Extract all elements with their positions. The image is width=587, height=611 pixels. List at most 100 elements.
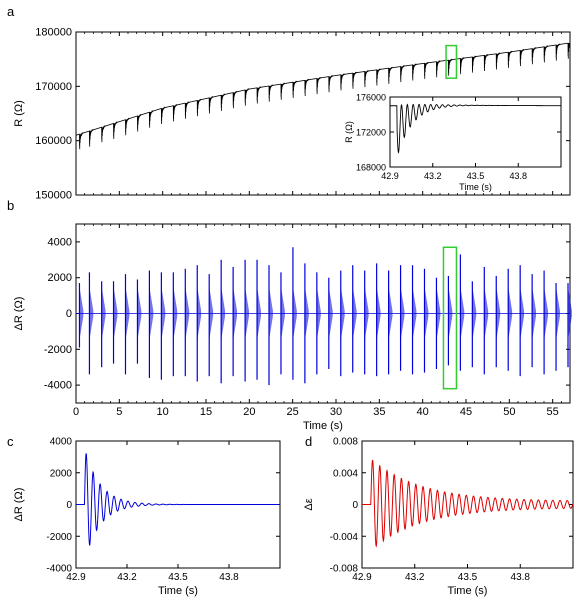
y-tick-label: 0 — [66, 500, 72, 511]
pulse-ringing — [173, 286, 178, 341]
pulse-ringing — [436, 286, 441, 341]
y-tick-label: 150000 — [35, 190, 72, 202]
pulse-ringing — [364, 286, 369, 341]
y-tick-label: 0 — [66, 308, 72, 320]
pulse-ringing — [185, 286, 190, 341]
inset-series-line — [390, 103, 561, 154]
pulse-ringing — [137, 286, 142, 341]
pulse-ringing — [161, 286, 166, 341]
pulse-ringing — [328, 286, 333, 341]
pulse-ringing — [424, 286, 429, 341]
y-tick-label: -0.008 — [330, 564, 359, 575]
panel-b: -4000 -2000 0 2000 4000 0 5 10 15 20 25 30 35 40 45 50 5… — [7, 198, 572, 432]
pulse-ringing — [221, 286, 226, 341]
plot-frame — [361, 440, 574, 569]
y-tick-label: -0.004 — [330, 532, 359, 543]
pulse-ringing — [209, 286, 214, 341]
y-tick-label: 160000 — [35, 135, 72, 147]
x-tick-label: 45 — [460, 406, 472, 418]
pulse-ringing — [197, 286, 202, 341]
pulse-ringing — [269, 286, 273, 341]
panel-a-letter: a — [7, 4, 15, 19]
pulse-ringing — [304, 286, 309, 341]
y-tick-label: -4000 — [46, 564, 72, 575]
highlight-box — [442, 246, 458, 390]
inset-ylabel: R (Ω) — [344, 121, 354, 143]
highlight-box — [445, 44, 458, 79]
panel-b-letter: b — [7, 198, 14, 213]
pulse-ringing — [556, 286, 560, 341]
panel-c: -4000 -2000 0 2000 4000 42.9 43.2 43.5 43.8 c ΔR (… — [7, 434, 281, 597]
pulse-ringing — [113, 286, 118, 341]
panel-d-xlabel: Time (s) — [448, 585, 488, 597]
x-tick-label: 20 — [243, 406, 255, 418]
series-line — [75, 42, 571, 150]
x-tick-label: 43.2 — [424, 171, 442, 181]
pulse-ringing — [257, 286, 261, 341]
x-tick-label: 42.9 — [381, 171, 399, 181]
pulse-ringing — [520, 286, 525, 341]
pulse-ringing — [89, 286, 94, 341]
x-tick-label: 43.8 — [511, 572, 531, 583]
y-tick-label: 0.004 — [333, 468, 358, 479]
pulse-ringing — [376, 286, 381, 341]
pulse-ringing — [125, 286, 130, 341]
x-tick-label: 43.8 — [219, 572, 239, 583]
y-tick-label: 2000 — [50, 468, 73, 479]
x-tick-label: 42.9 — [66, 572, 86, 583]
x-tick-label: 43.8 — [509, 171, 527, 181]
series-line — [362, 459, 574, 548]
x-tick-label: 0 — [73, 406, 79, 418]
y-tick-label: 2000 — [48, 272, 72, 284]
y-tick-label: 180000 — [35, 27, 72, 39]
x-tick-label: 43.2 — [405, 572, 425, 583]
y-tick-label: 168000 — [356, 163, 386, 173]
x-tick-label: 43.5 — [458, 572, 478, 583]
x-tick-label: 43.5 — [467, 171, 485, 181]
panel-c-ylabel: ΔR (Ω) — [13, 488, 25, 522]
panel-d: -0.008 -0.004 0 0.004 0.008 42.9 43.2 43.5 43.8 d… — [303, 434, 574, 597]
pulse-ringing — [472, 286, 477, 341]
panel-c-xlabel: Time (s) — [158, 585, 198, 597]
x-tick-label: 35 — [373, 406, 385, 418]
y-tick-label: 172000 — [356, 128, 386, 138]
panel-c-letter: c — [7, 434, 14, 449]
y-tick-label: 4000 — [48, 236, 72, 248]
x-tick-label: 5 — [116, 406, 122, 418]
pulse-ringing — [496, 286, 501, 341]
pulse-ringing — [79, 286, 84, 341]
y-tick-label: 0 — [352, 500, 358, 511]
y-tick-label: -4000 — [44, 380, 72, 392]
pulse-ringing — [292, 286, 297, 341]
panel-b-ylabel: ΔR (Ω) — [13, 297, 25, 331]
pulse-ringing — [245, 286, 249, 341]
x-tick-label: 40 — [417, 406, 429, 418]
y-tick-label: 4000 — [50, 437, 73, 448]
pulse-ringing — [352, 286, 357, 341]
panel-a-ylabel: R (Ω) — [13, 100, 25, 127]
x-tick-label: 55 — [547, 406, 559, 418]
inset-background — [390, 97, 561, 167]
x-tick-label: 25 — [287, 406, 299, 418]
x-tick-label: 50 — [503, 406, 515, 418]
pulse-ringing — [544, 286, 548, 341]
pulse-ringing — [280, 286, 285, 341]
pulse-ringing — [233, 286, 238, 341]
plot-frame — [75, 31, 571, 196]
x-tick-label: 10 — [157, 406, 169, 418]
x-tick-label: 42.9 — [352, 572, 372, 583]
pulse-ringing — [412, 286, 417, 341]
x-tick-label: 15 — [200, 406, 212, 418]
x-tick-label: 43.5 — [168, 572, 188, 583]
pulse-ringing — [149, 286, 154, 341]
pulse-ringing — [101, 286, 106, 341]
y-tick-label: 176000 — [356, 93, 386, 103]
pulse-ringing — [484, 286, 489, 341]
pulse-ringing — [316, 286, 321, 341]
panel-b-xlabel: Time (s) — [303, 420, 343, 432]
pulse-ringing — [400, 286, 405, 341]
pulse-ringing — [568, 286, 572, 341]
y-tick-label: -2000 — [46, 532, 72, 543]
series-line — [76, 453, 280, 546]
